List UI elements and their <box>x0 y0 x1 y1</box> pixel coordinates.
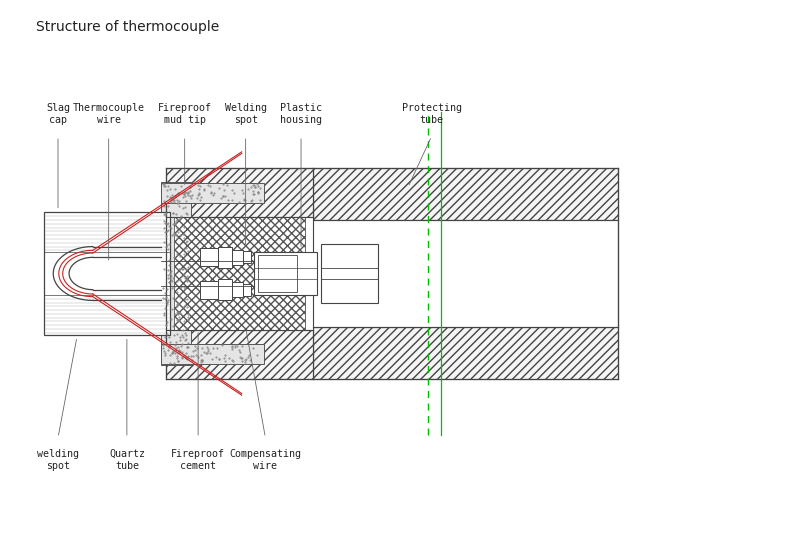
Text: Plastic
housing: Plastic housing <box>280 103 322 125</box>
Bar <box>218 279 232 300</box>
Bar <box>166 168 313 217</box>
Text: Compensating
wire: Compensating wire <box>230 449 302 471</box>
Text: Welding
spot: Welding spot <box>225 103 266 125</box>
Bar <box>321 244 378 303</box>
Bar <box>313 220 618 327</box>
Text: Fireproof
mud tip: Fireproof mud tip <box>158 103 212 125</box>
Bar <box>161 344 264 364</box>
Bar <box>201 281 218 299</box>
Bar <box>243 252 251 263</box>
Bar <box>166 330 313 379</box>
Bar <box>254 252 317 295</box>
Text: Structure of thermocouple: Structure of thermocouple <box>36 20 219 34</box>
Bar <box>313 168 618 220</box>
Bar <box>44 212 170 335</box>
Bar <box>161 183 264 203</box>
Text: Slag
cap: Slag cap <box>46 103 70 125</box>
Bar <box>258 255 297 292</box>
Text: Quartz
tube: Quartz tube <box>109 449 145 471</box>
Text: Thermocouple
wire: Thermocouple wire <box>73 103 145 125</box>
Bar <box>243 284 251 295</box>
Text: Fireproof
cement: Fireproof cement <box>171 449 225 471</box>
Bar <box>313 327 618 379</box>
Bar <box>174 217 305 330</box>
Bar <box>161 182 191 365</box>
Text: Protecting
tube: Protecting tube <box>402 103 462 125</box>
Bar <box>218 247 232 268</box>
Bar <box>232 282 243 297</box>
Bar <box>232 250 243 265</box>
Bar <box>201 248 218 266</box>
Text: welding
spot: welding spot <box>37 449 79 471</box>
